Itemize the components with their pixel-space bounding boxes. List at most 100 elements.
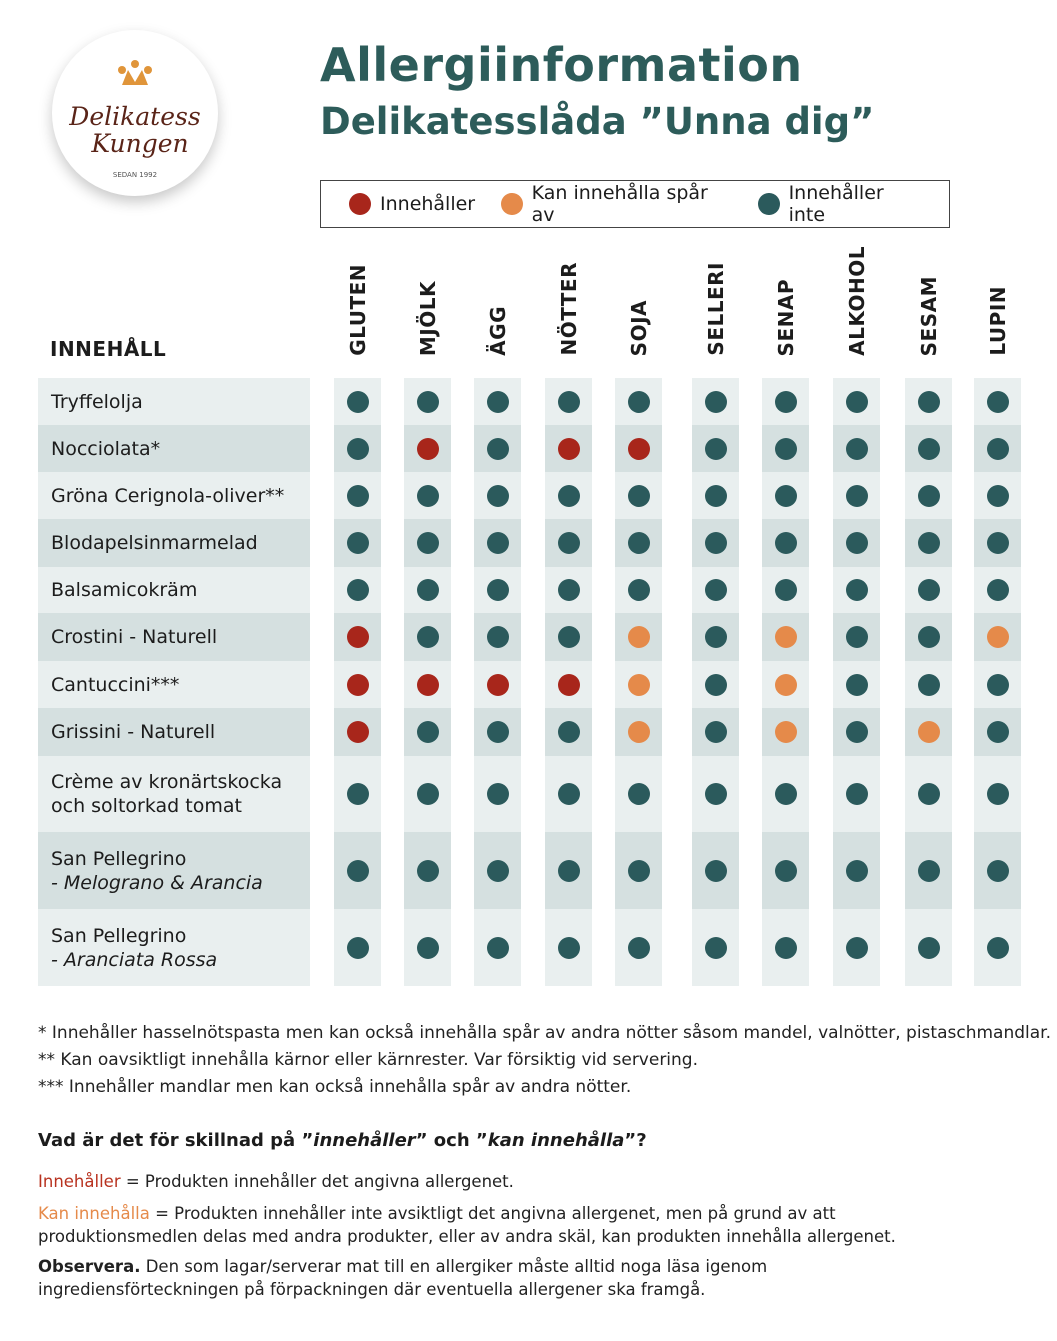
not-contains-dot-icon	[557, 579, 580, 601]
not-contains-dot-icon	[704, 673, 727, 696]
allergen-cell	[692, 472, 739, 519]
allergen-cell	[762, 909, 809, 986]
allergen-cell	[762, 708, 809, 756]
contains-dot-icon	[627, 437, 650, 460]
allergen-cell	[974, 519, 1021, 567]
allergen-cell	[833, 708, 880, 756]
not-contains-dot-icon	[774, 532, 797, 554]
allergen-cell	[474, 472, 521, 519]
not-contains-dot-icon	[774, 783, 797, 805]
table-row: Cantuccini***	[0, 661, 1057, 708]
allergen-cell	[404, 567, 451, 613]
column-header: MJÖLK	[416, 280, 440, 356]
allergen-cell	[545, 708, 592, 756]
table-row: Gröna Cerignola-oliver**	[0, 472, 1057, 519]
allergen-cell	[974, 708, 1021, 756]
allergen-cell	[404, 756, 451, 832]
not-contains-dot-icon	[917, 437, 940, 460]
allergen-cell	[545, 519, 592, 567]
allergen-cell	[833, 613, 880, 661]
not-contains-dot-icon	[986, 484, 1009, 507]
definition-contains: Innehåller = Produkten innehåller det an…	[38, 1172, 514, 1191]
legend-label: Kan innehålla spår av	[531, 182, 708, 226]
logo: Delikatess Kungen SEDAN 1992	[52, 30, 218, 196]
product-name: Gröna Cerignola-oliver**	[38, 472, 310, 519]
not-contains-dot-icon	[346, 390, 369, 413]
product-name: Grissini - Naturell	[38, 708, 310, 756]
allergen-cell	[974, 756, 1021, 832]
not-contains-dot-icon	[917, 579, 940, 601]
allergen-cell	[974, 909, 1021, 986]
not-contains-dot-icon	[346, 484, 369, 507]
allergen-cell	[833, 378, 880, 425]
allergen-cell	[692, 613, 739, 661]
allergen-cell	[692, 832, 739, 909]
svg-text:Delikatess: Delikatess	[68, 102, 200, 131]
question-heading: Vad är det för skillnad på ”innehåller” …	[38, 1130, 647, 1151]
not-contains-dot-icon	[557, 484, 580, 507]
allergen-cell	[615, 425, 662, 472]
allergen-cell	[905, 567, 952, 613]
column-header: GLUTEN	[346, 264, 370, 356]
footnotes: * Innehåller hasselnötspasta men kan ock…	[38, 1020, 1051, 1101]
allergen-cell	[974, 472, 1021, 519]
contains-dot-icon	[346, 673, 369, 696]
allergen-cell	[474, 378, 521, 425]
not-contains-dot-icon	[986, 859, 1009, 882]
not-contains-dot-icon	[704, 626, 727, 648]
allergen-cell	[905, 708, 952, 756]
not-contains-dot-icon	[486, 626, 509, 648]
allergen-cell	[833, 472, 880, 519]
allergen-cell	[974, 425, 1021, 472]
not-contains-dot-icon	[845, 532, 868, 554]
not-contains-dot-icon	[704, 579, 727, 601]
product-name: San Pellegrino - Aranciata Rossa	[38, 909, 310, 986]
legend: Innehåller Kan innehålla spår av Innehål…	[320, 180, 950, 228]
allergen-cell	[762, 832, 809, 909]
allergen-cell	[615, 519, 662, 567]
not-contains-dot-icon	[845, 484, 868, 507]
allergen-cell	[545, 832, 592, 909]
product-name: Nocciolata*	[38, 425, 310, 472]
allergen-cell	[404, 378, 451, 425]
observe-note: Observera. Den som lagar/serverar mat ti…	[38, 1257, 768, 1299]
definition-may-contain: Kan innehålla = Produkten innehåller int…	[38, 1204, 896, 1246]
legend-label: Innehåller	[380, 193, 476, 215]
contains-dot-icon	[346, 626, 369, 648]
not-contains-dot-icon	[986, 437, 1009, 460]
allergen-cell	[762, 378, 809, 425]
allergen-cell	[334, 425, 381, 472]
allergen-cell	[615, 567, 662, 613]
allergen-cell	[905, 425, 952, 472]
not-contains-dot-icon	[486, 579, 509, 601]
table-row: Nocciolata*	[0, 425, 1057, 472]
not-contains-dot-icon	[627, 783, 650, 805]
not-contains-dot-icon	[845, 390, 868, 413]
allergen-cell	[833, 425, 880, 472]
allergen-cell	[905, 519, 952, 567]
contains-dot-icon	[346, 721, 369, 743]
not-contains-dot-icon	[486, 390, 509, 413]
not-contains-dot-icon	[845, 579, 868, 601]
not-contains-dot-icon	[774, 579, 797, 601]
not-contains-dot-icon	[986, 532, 1009, 554]
allergen-cell	[334, 832, 381, 909]
not-contains-dot-icon	[416, 936, 439, 959]
table-row: Crostini - Naturell	[0, 613, 1057, 661]
not-contains-dot-icon	[986, 579, 1009, 601]
column-header: SOJA	[627, 299, 651, 356]
allergen-cell	[905, 756, 952, 832]
may-contain-dot-icon	[774, 721, 797, 743]
allergen-cell	[545, 425, 592, 472]
allergen-cell	[334, 661, 381, 708]
product-name: San Pellegrino - Melograno & Arancia	[38, 832, 310, 909]
may-contain-dot-icon	[627, 673, 650, 696]
contains-dot-icon	[486, 673, 509, 696]
table-row: Crème av kronärtskocka och soltorkad toma…	[0, 756, 1057, 832]
not-contains-dot-icon	[917, 626, 940, 648]
not-contains-dot-icon	[917, 783, 940, 805]
allergen-cell	[474, 425, 521, 472]
not-contains-dot-icon	[346, 579, 369, 601]
allergen-cell	[334, 756, 381, 832]
allergen-cell	[545, 613, 592, 661]
